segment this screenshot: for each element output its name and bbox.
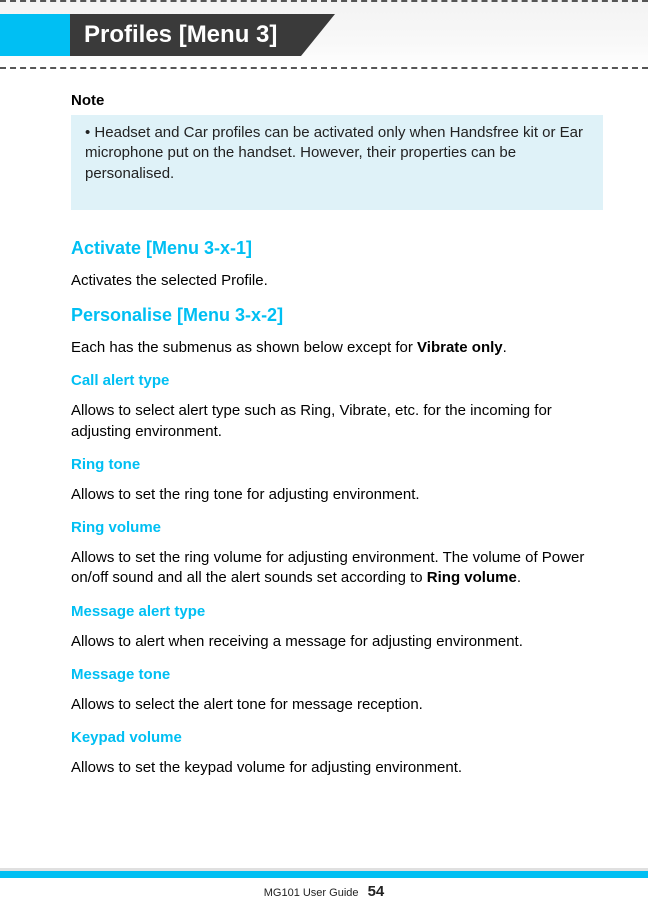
footer-guide: MG101 User Guide — [264, 887, 359, 899]
note-label: Note — [71, 92, 603, 109]
personalise-body-bold: Vibrate only — [417, 339, 503, 356]
personalise-body-pre: Each has the submenus as shown below exc… — [71, 339, 417, 356]
ring-tone-body: Allows to set the ring tone for adjustin… — [71, 485, 603, 505]
footer-page: 54 — [368, 883, 385, 900]
footer-text: MG101 User Guide 54 — [0, 883, 648, 900]
msg-tone-body: Allows to select the alert tone for mess… — [71, 695, 603, 715]
msg-alert-heading: Message alert type — [71, 603, 603, 620]
ring-volume-body-bold: Ring volume — [427, 569, 517, 586]
call-alert-heading: Call alert type — [71, 372, 603, 389]
page-tab: Profiles [Menu 3] — [0, 14, 301, 56]
keypad-body: Allows to set the keypad volume for adju… — [71, 758, 603, 778]
note-text: Headset and Car profiles can be activate… — [85, 124, 583, 182]
ring-volume-body: Allows to set the ring volume for adjust… — [71, 548, 603, 589]
note-bullet: • — [85, 124, 94, 141]
personalise-heading: Personalise [Menu 3-x-2] — [71, 305, 603, 326]
msg-alert-body: Allows to alert when receiving a message… — [71, 632, 603, 652]
dashed-line-mid — [0, 67, 648, 69]
ring-volume-body-post: . — [517, 569, 521, 586]
activate-body: Activates the selected Profile. — [71, 271, 603, 291]
personalise-body: Each has the submenus as shown below exc… — [71, 338, 603, 358]
activate-heading: Activate [Menu 3-x-1] — [71, 238, 603, 259]
note-box: • Headset and Car profiles can be activa… — [71, 115, 603, 210]
content-area: Note • Headset and Car profiles can be a… — [71, 92, 603, 846]
page-title: Profiles [Menu 3] — [70, 14, 301, 56]
page: Profiles [Menu 3] Note • Headset and Car… — [0, 0, 648, 906]
footer-bar — [0, 868, 648, 878]
dashed-line-top — [0, 0, 648, 2]
msg-tone-heading: Message tone — [71, 666, 603, 683]
personalise-body-post: . — [503, 339, 507, 356]
tab-accent-block — [0, 14, 70, 56]
call-alert-body: Allows to select alert type such as Ring… — [71, 401, 603, 442]
ring-volume-heading: Ring volume — [71, 519, 603, 536]
ring-tone-heading: Ring tone — [71, 456, 603, 473]
keypad-heading: Keypad volume — [71, 729, 603, 746]
